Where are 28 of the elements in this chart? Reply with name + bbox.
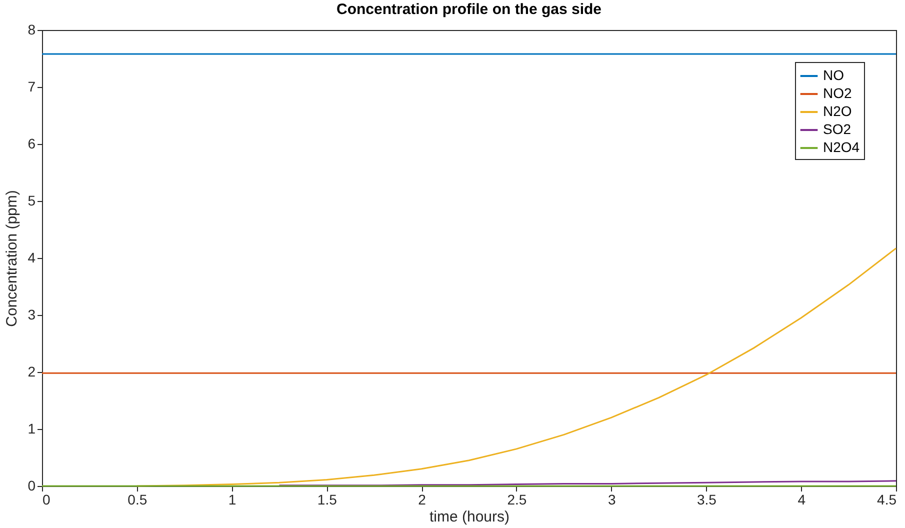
- x-tick-label: 2.5: [507, 492, 527, 508]
- x-tick-label: 2: [418, 492, 426, 508]
- legend-label: N2O: [823, 103, 852, 119]
- x-tick-label: 4.5: [877, 492, 897, 508]
- y-tick-label: 7: [28, 78, 36, 94]
- x-axis-title: time (hours): [429, 508, 510, 526]
- x-tick-label: 4: [798, 492, 806, 508]
- legend-label: NO2: [823, 85, 852, 101]
- legend-label: NO: [823, 67, 844, 83]
- x-tick-label: 1.5: [317, 492, 338, 508]
- y-tick-label: 2: [28, 364, 36, 380]
- y-tick-label: 8: [28, 22, 36, 38]
- chart-title: Concentration profile on the gas side: [336, 1, 602, 18]
- x-tick-label: 0.5: [128, 492, 148, 508]
- line-series: [136, 248, 897, 487]
- y-tick-label: 3: [28, 306, 36, 322]
- y-tick-label: 1: [28, 420, 36, 436]
- y-tick-label: 5: [28, 192, 36, 208]
- x-tick-label: 3.5: [696, 492, 717, 508]
- x-tick-label: 3: [608, 492, 616, 508]
- y-axis-title: Concentration (ppm): [4, 190, 21, 327]
- y-tick-label: 0: [28, 478, 36, 494]
- legend-label: N2O4: [823, 139, 860, 155]
- legend-label: SO2: [823, 121, 852, 137]
- y-tick-label: 4: [28, 250, 36, 266]
- x-tick-label: 0: [42, 492, 50, 508]
- y-tick-label: 6: [28, 136, 36, 152]
- x-tick-label: 1: [228, 492, 236, 508]
